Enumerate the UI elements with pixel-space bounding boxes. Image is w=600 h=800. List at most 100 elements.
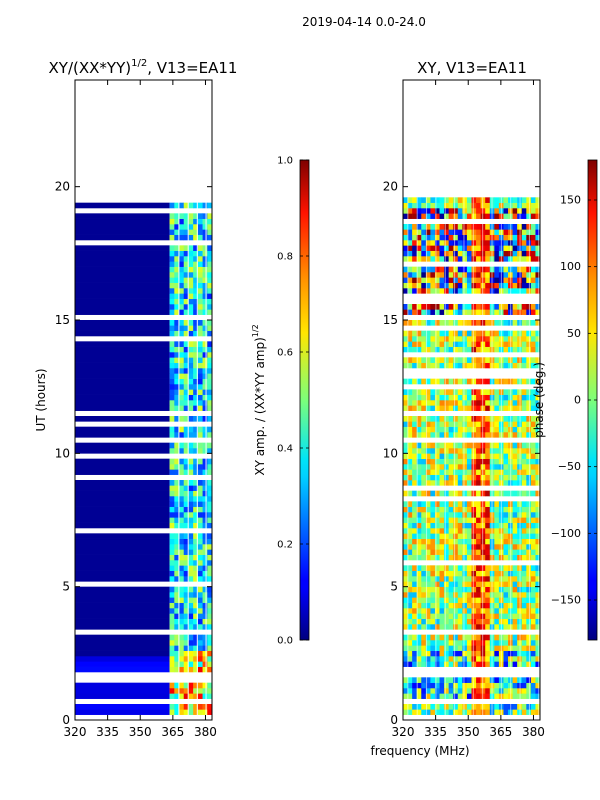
heatmap-cell	[193, 266, 199, 273]
heatmap-cell	[421, 320, 427, 326]
heatmap-cell	[202, 464, 208, 470]
heatmap-cell	[75, 266, 170, 273]
heatmap-cell	[193, 496, 199, 502]
heatmap-cell	[453, 480, 459, 486]
heatmap-cell	[462, 677, 468, 683]
heatmap-cell	[448, 458, 454, 465]
heatmap-cell	[448, 581, 454, 587]
heatmap-cell	[512, 661, 518, 667]
heatmap-cell	[403, 229, 408, 235]
heatmap-cell	[503, 362, 509, 369]
heatmap-cell	[476, 213, 481, 219]
heatmap-cell	[457, 426, 463, 433]
heatmap-cell	[412, 565, 417, 571]
heatmap-cell	[183, 645, 189, 651]
heatmap-cell	[494, 693, 500, 699]
heatmap-cell	[183, 570, 189, 577]
heatmap-cell	[421, 336, 427, 342]
heatmap-cell	[425, 650, 431, 657]
heatmap-cell	[421, 688, 427, 694]
heatmap-cell	[476, 245, 481, 251]
heatmap-cell	[174, 709, 180, 715]
x-tick-label: 335	[96, 725, 119, 739]
heatmap-cell	[425, 661, 431, 667]
heatmap-cell	[457, 320, 463, 326]
heatmap-cell	[471, 576, 477, 582]
heatmap-cell	[425, 544, 431, 550]
heatmap-cell	[462, 581, 468, 587]
heatmap-cell	[530, 453, 536, 459]
heatmap-cell	[521, 656, 527, 662]
heatmap-cell	[403, 613, 408, 619]
heatmap-cell	[453, 709, 459, 715]
heatmap-cell	[430, 565, 436, 571]
heatmap-cell	[416, 309, 422, 315]
heatmap-cell	[457, 544, 463, 550]
heatmap-cell	[416, 592, 422, 598]
heatmap-cell	[448, 330, 454, 337]
heatmap-cell	[179, 394, 185, 401]
heatmap-cell	[179, 400, 185, 406]
heatmap-cell	[526, 581, 532, 587]
x-tick-label: 320	[392, 725, 415, 739]
heatmap-cell	[202, 400, 208, 406]
heatmap-cell	[416, 304, 422, 310]
heatmap-cell	[169, 586, 175, 593]
heatmap-cell	[183, 613, 189, 619]
heatmap-cell	[425, 250, 431, 257]
heatmap-cell	[512, 256, 518, 262]
heatmap-cell	[439, 464, 445, 470]
heatmap-cell	[448, 592, 454, 598]
heatmap-cell	[494, 405, 500, 411]
heatmap-cell	[403, 544, 408, 550]
heatmap-cell	[526, 277, 532, 283]
heatmap-cell	[430, 277, 436, 283]
heatmap-cell	[179, 613, 185, 619]
heatmap-cell	[174, 586, 180, 593]
heatmap-cell	[457, 517, 463, 523]
heatmap-cell	[476, 362, 481, 369]
heatmap-cell	[197, 298, 203, 305]
heatmap-cell	[453, 458, 459, 465]
heatmap-cell	[425, 304, 431, 310]
heatmap-cell	[512, 389, 518, 395]
heatmap-cell	[197, 442, 203, 449]
heatmap-cell	[434, 586, 440, 593]
amplitude-colorbar-gradient	[300, 160, 309, 640]
heatmap-cell	[193, 282, 199, 289]
heatmap-cell	[512, 501, 518, 507]
heatmap-cell	[179, 304, 185, 310]
heatmap-cell	[466, 282, 472, 289]
heatmap-cell	[202, 293, 208, 299]
heatmap-cell	[197, 480, 203, 486]
heatmap-cell	[421, 416, 427, 422]
heatmap-cell	[197, 261, 203, 267]
heatmap-cell	[174, 666, 180, 673]
heatmap-cell	[179, 640, 185, 646]
heatmap-cell	[179, 229, 185, 235]
heatmap-cell	[476, 336, 481, 342]
heatmap-cell	[453, 544, 459, 550]
heatmap-cell	[494, 645, 500, 651]
heatmap-cell	[448, 618, 454, 625]
heatmap-cell	[453, 570, 459, 577]
heatmap-cell	[535, 682, 540, 689]
heatmap-cell	[457, 576, 463, 582]
heatmap-cell	[466, 389, 472, 395]
heatmap-cell	[485, 234, 491, 241]
heatmap-cell	[179, 586, 185, 593]
heatmap-cell	[503, 378, 509, 385]
heatmap-cell	[535, 613, 540, 619]
heatmap-cell	[466, 416, 472, 422]
heatmap-cell	[494, 245, 500, 251]
heatmap-cell	[476, 234, 481, 241]
heatmap-cell	[471, 709, 477, 715]
heatmap-cell	[521, 266, 527, 273]
heatmap-cell	[202, 394, 208, 401]
heatmap-cell	[462, 197, 468, 203]
heatmap-cell	[416, 661, 422, 667]
heatmap-cell	[457, 341, 463, 347]
heatmap-cell	[412, 266, 417, 273]
heatmap-cell	[485, 528, 491, 534]
heatmap-cell	[197, 586, 203, 593]
